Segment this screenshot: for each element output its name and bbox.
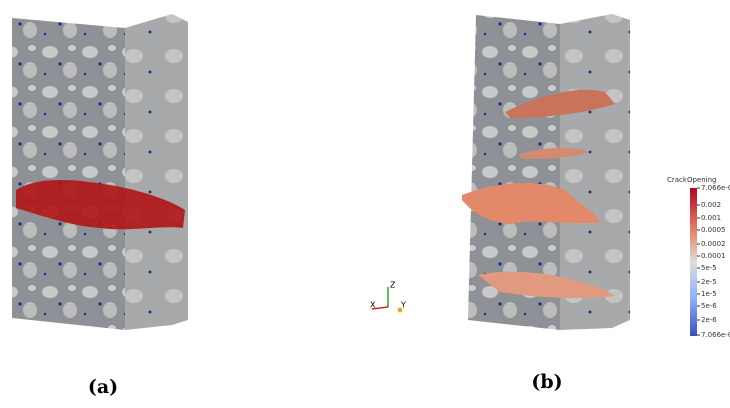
colorbar: CrackOpening 7.066e-03 0.002 0.001 0.0005 0.…: [667, 176, 730, 339]
colorbar-tick-label: 5e-5: [701, 264, 717, 272]
side-face: [125, 14, 188, 330]
specimen-b: [462, 14, 630, 330]
colorbar-tick-label: 7.066e-03: [701, 184, 730, 192]
crack: [478, 271, 615, 299]
front-face: [468, 15, 560, 330]
crack: [505, 89, 615, 118]
colorbar-tick-label: 0.0002: [701, 240, 726, 248]
axis-label: Z: [390, 281, 396, 290]
axes-triad: Z X Y: [370, 281, 406, 313]
axis-label: X: [370, 301, 376, 310]
axis-label: Y: [400, 301, 406, 310]
colorbar-tick-label: 0.0005: [701, 226, 726, 234]
colorbar-tick-label: 0.001: [701, 214, 721, 222]
front-face: [12, 18, 125, 330]
colorbar-tick-label: 2e-6: [701, 316, 717, 324]
crack: [16, 180, 185, 230]
panel-label: (b): [531, 371, 562, 393]
colorbar-tick-label: 2e-5: [701, 278, 717, 286]
crack: [520, 147, 590, 159]
colorbar-title: CrackOpening: [667, 176, 716, 184]
colorbar-tick-label: 5e-6: [701, 302, 717, 310]
specimen-a: [12, 14, 188, 330]
x-axis: [371, 306, 389, 310]
colorbar-tick-label: 7.066e-07: [701, 331, 730, 339]
crack: [462, 183, 600, 224]
colorbar-tick-label: 0.002: [701, 201, 721, 209]
colorbar-tick-label: 0.0001: [701, 252, 726, 260]
colorbar-scale: [690, 188, 697, 336]
y-axis: [397, 307, 403, 313]
panel-label: (a): [88, 376, 118, 398]
colorbar-tick-label: 1e-5: [701, 290, 717, 298]
